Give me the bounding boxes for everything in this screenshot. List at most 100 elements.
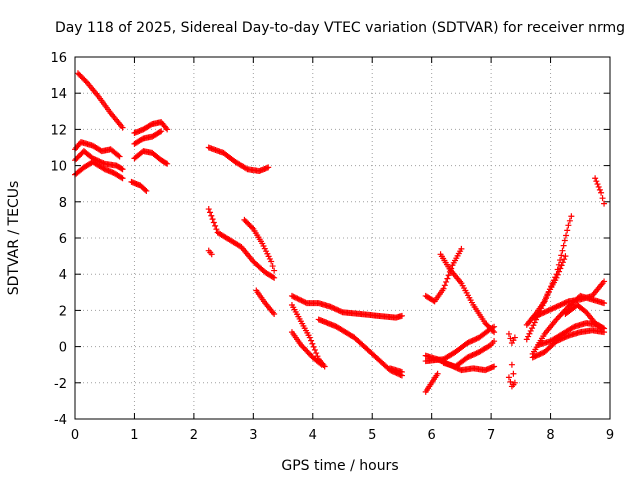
data-point xyxy=(297,296,304,303)
data-point xyxy=(443,278,450,285)
series-arc-12 xyxy=(241,216,278,274)
data-point xyxy=(472,350,479,357)
data-point xyxy=(533,312,540,319)
y-tick-label: 14 xyxy=(50,87,67,102)
data-point xyxy=(271,267,278,274)
data-point xyxy=(570,324,577,331)
plot-frame xyxy=(74,56,611,420)
x-tick-label: 0 xyxy=(71,428,79,443)
data-point xyxy=(539,302,546,309)
data-point xyxy=(269,263,276,270)
data-point xyxy=(594,181,601,188)
data-point xyxy=(470,336,477,343)
data-point xyxy=(309,340,316,347)
data-point xyxy=(164,126,171,133)
x-tick-label: 3 xyxy=(249,428,257,443)
data-point xyxy=(213,226,220,233)
data-point xyxy=(561,237,568,244)
data-point xyxy=(142,186,149,193)
series-arc-14 xyxy=(288,292,405,321)
data-point xyxy=(507,378,514,385)
data-point xyxy=(601,278,608,285)
y-tick-label: -2 xyxy=(54,377,67,392)
data-point xyxy=(564,227,571,234)
data-point xyxy=(468,338,475,345)
data-point xyxy=(531,319,538,326)
data-point xyxy=(554,271,561,278)
data-point xyxy=(327,303,334,310)
data-point xyxy=(331,305,338,312)
series-arc-33 xyxy=(562,301,605,332)
data-point xyxy=(294,295,301,302)
data-point xyxy=(441,282,448,289)
series-arc-16 xyxy=(288,329,325,368)
series-arc-09 xyxy=(205,144,272,175)
data-point xyxy=(562,253,569,260)
data-point xyxy=(271,311,278,318)
data-point xyxy=(601,300,608,307)
data-point xyxy=(434,370,441,377)
data-point xyxy=(288,292,295,299)
x-tick-label: 9 xyxy=(606,428,614,443)
series-arc-10 xyxy=(205,206,278,281)
data-point xyxy=(99,159,106,166)
y-tick-label: 8 xyxy=(59,196,67,211)
data-point xyxy=(299,298,306,305)
data-point xyxy=(119,175,126,182)
data-point xyxy=(561,334,568,341)
data-point xyxy=(118,174,125,181)
data-point xyxy=(464,354,471,361)
data-point xyxy=(553,303,560,310)
data-point xyxy=(533,352,540,359)
series-arc-22 xyxy=(422,323,498,365)
data-point xyxy=(336,308,343,315)
data-point xyxy=(268,258,275,265)
data-point xyxy=(538,350,545,357)
data-point xyxy=(544,308,551,315)
data-point xyxy=(334,306,341,313)
data-point xyxy=(543,293,550,300)
data-point xyxy=(469,352,476,359)
data-point xyxy=(465,339,472,346)
data-point xyxy=(532,353,539,360)
series-arc-19 xyxy=(422,245,465,305)
data-point xyxy=(601,200,608,207)
chart-title: Day 118 of 2025, Sidereal Day-to-day VTE… xyxy=(55,20,625,36)
series-arc-08 xyxy=(131,148,171,167)
y-tick-label: -4 xyxy=(54,413,67,428)
data-point xyxy=(207,209,214,216)
data-point xyxy=(596,324,603,331)
data-point xyxy=(444,275,451,282)
series-arc-13 xyxy=(253,287,278,318)
series-arc-34 xyxy=(592,175,608,207)
data-point xyxy=(531,353,538,360)
data-point xyxy=(563,232,570,239)
data-point xyxy=(290,293,297,300)
data-point xyxy=(466,353,473,360)
data-point xyxy=(553,274,560,281)
data-point xyxy=(317,360,324,367)
data-point xyxy=(440,285,447,292)
data-point xyxy=(560,300,567,307)
y-axis-label: SDTVAR / TECUs xyxy=(6,181,22,296)
data-point xyxy=(593,178,600,185)
series-arc-30 xyxy=(529,292,608,357)
series-arc-26 xyxy=(505,361,518,390)
grid xyxy=(75,57,610,419)
data-point xyxy=(536,311,543,318)
data-point xyxy=(210,219,217,226)
data-point xyxy=(398,312,405,319)
data-point xyxy=(555,261,562,268)
data-point xyxy=(542,296,549,303)
data-point xyxy=(531,314,538,321)
data-point xyxy=(557,301,564,308)
data-point xyxy=(465,353,472,360)
data-point xyxy=(560,335,567,342)
data-point xyxy=(243,165,250,172)
data-point xyxy=(598,189,605,196)
series-arc-06 xyxy=(131,119,171,137)
data-point xyxy=(550,304,557,311)
data-point xyxy=(269,274,276,281)
data-point xyxy=(271,274,278,281)
